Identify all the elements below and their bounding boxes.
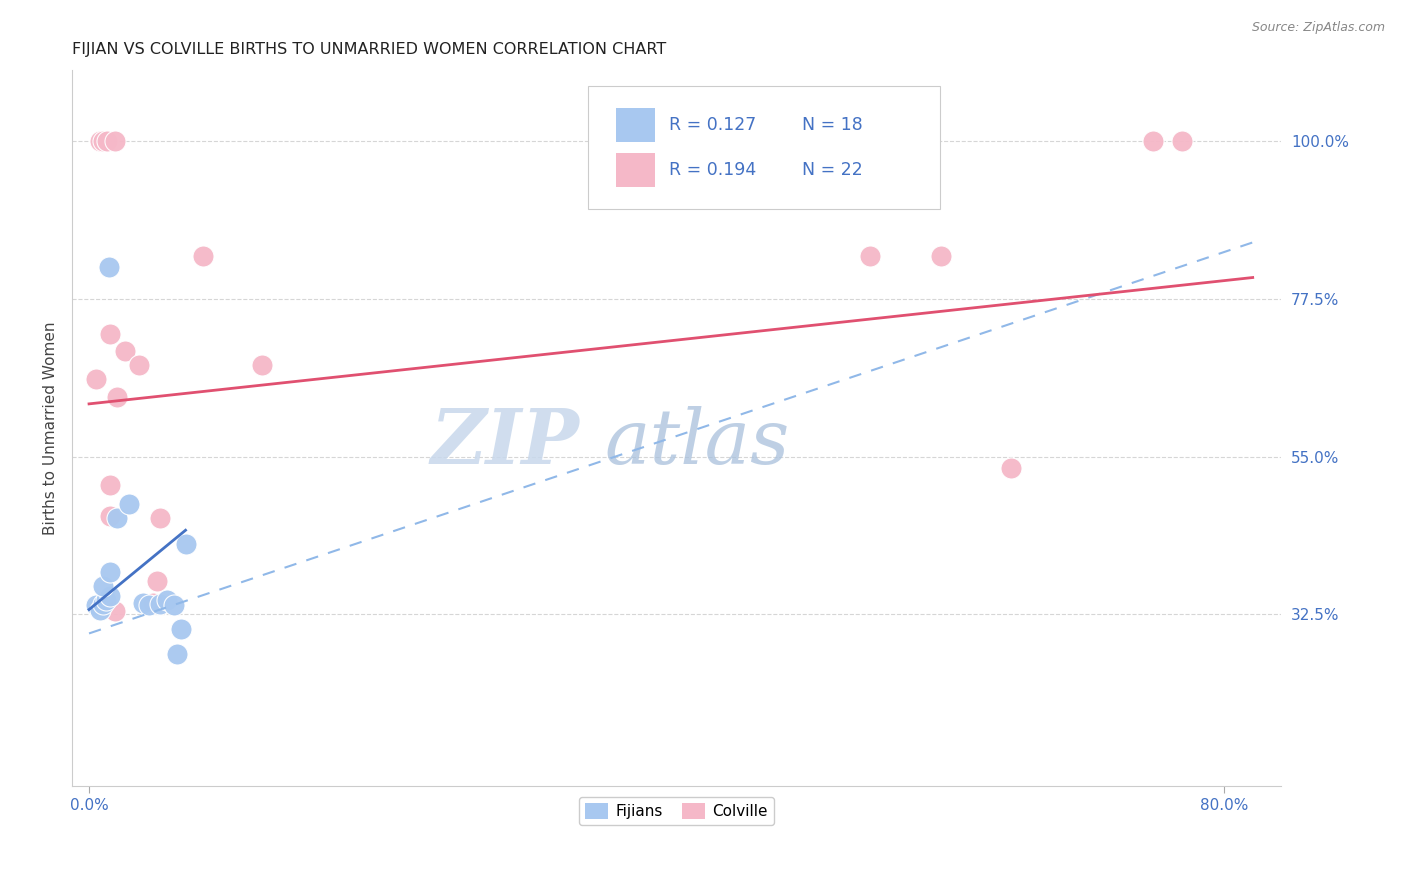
Text: R = 0.127: R = 0.127 [669,116,756,134]
Point [91,579,114,593]
Point [89,134,111,148]
Point [132,596,155,610]
Bar [616,108,655,142]
Point [107,511,129,525]
Point [858,250,880,264]
Point [103,604,125,618]
Text: Source: ZipAtlas.com: Source: ZipAtlas.com [1251,21,1385,35]
Point [98,509,121,524]
Text: N = 18: N = 18 [803,116,863,134]
Point [94,593,117,607]
Point [191,250,214,264]
Point [118,497,141,511]
Point [128,358,150,372]
Point [149,597,172,611]
Point [98,566,121,580]
Point [98,477,121,491]
Point [1142,134,1164,148]
Point [114,344,136,359]
Point [146,574,169,589]
Point [84,599,107,613]
Point [163,599,186,613]
Point [107,390,129,404]
Point [96,134,118,148]
Point [138,599,160,613]
Point [97,260,120,274]
Legend: Fijians, Colville: Fijians, Colville [579,797,773,825]
Text: ZIP: ZIP [432,406,579,480]
Bar [616,153,655,187]
Point [166,648,188,662]
Point [1171,134,1194,148]
Point [91,597,114,611]
Text: N = 22: N = 22 [803,161,863,179]
FancyBboxPatch shape [588,87,941,209]
Point [156,593,179,607]
Point [98,326,121,341]
Point [91,134,114,148]
Point [84,372,107,386]
Text: FIJIAN VS COLVILLE BIRTHS TO UNMARRIED WOMEN CORRELATION CHART: FIJIAN VS COLVILLE BIRTHS TO UNMARRIED W… [72,42,666,57]
Point [1000,461,1022,475]
Point [929,250,952,264]
Point [174,537,197,551]
Point [250,358,273,372]
Text: atlas: atlas [605,406,789,480]
Y-axis label: Births to Unmarried Women: Births to Unmarried Women [44,322,58,535]
Text: R = 0.194: R = 0.194 [669,161,756,179]
Point [170,622,193,636]
Point [98,589,121,603]
Point [149,511,172,525]
Point [142,596,165,610]
Point [89,602,111,616]
Point [103,134,125,148]
